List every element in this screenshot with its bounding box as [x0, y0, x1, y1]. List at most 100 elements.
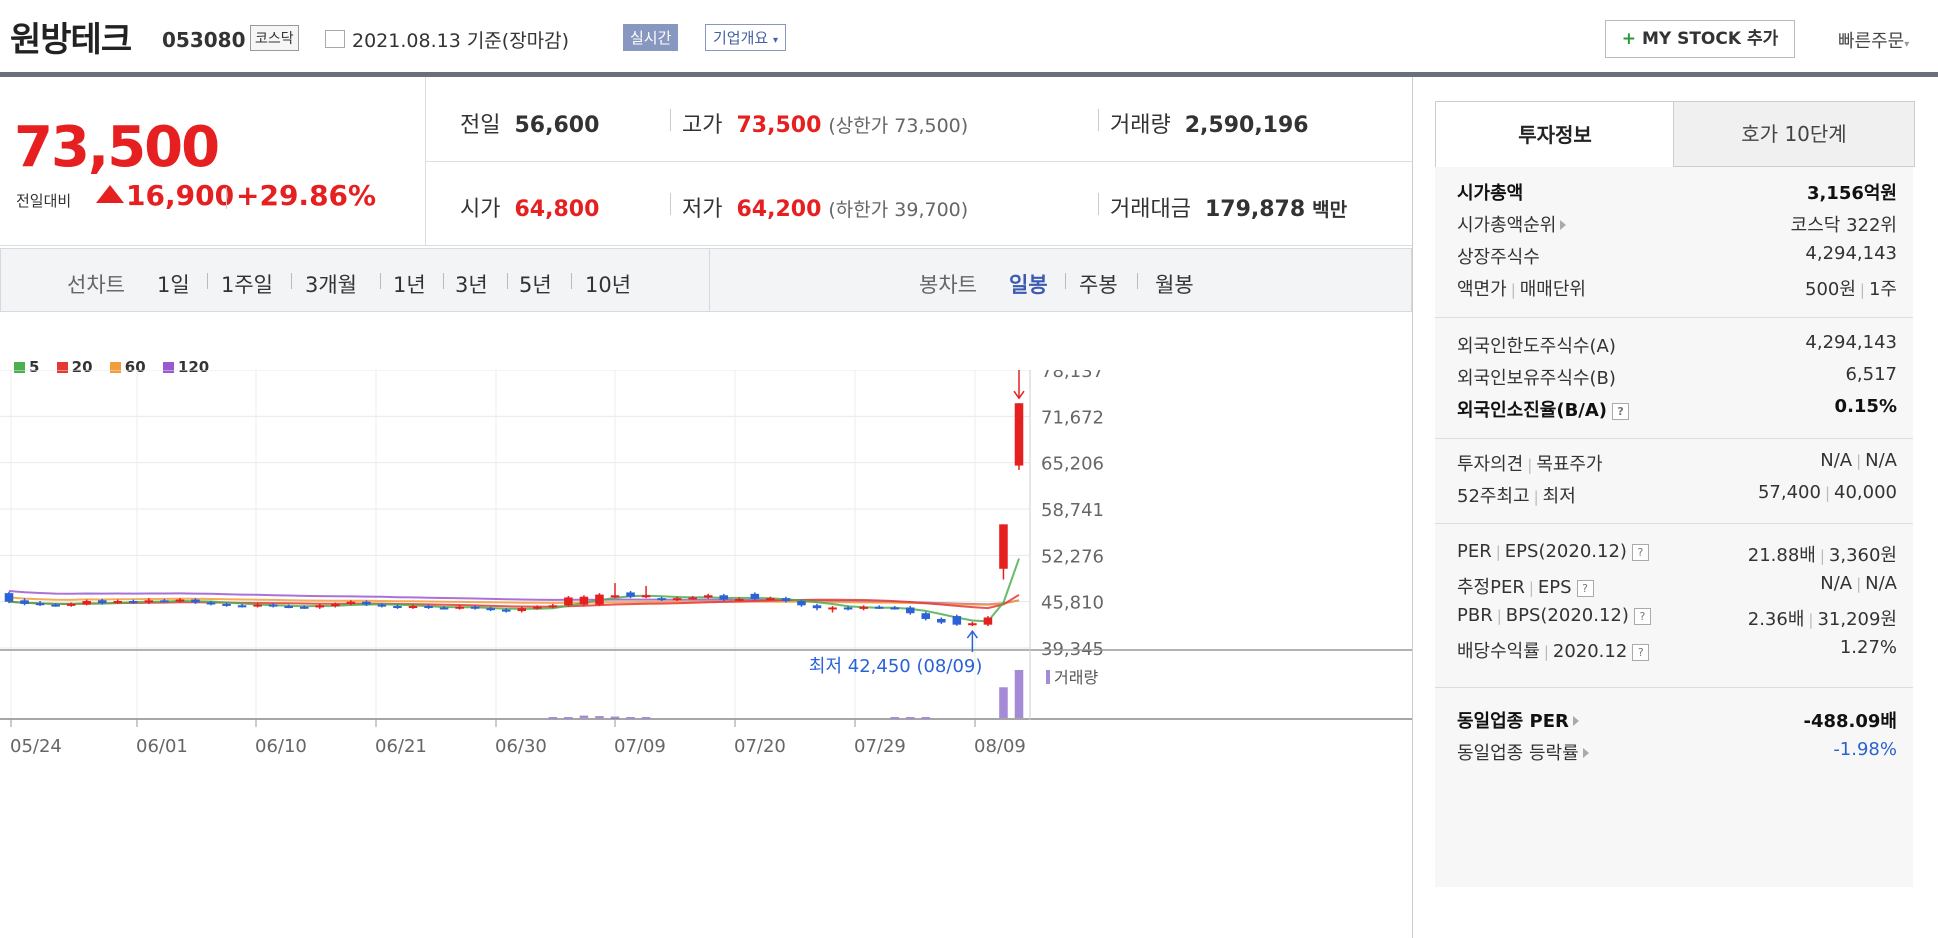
candle-body: [890, 607, 899, 610]
candle-body: [66, 603, 76, 606]
legend-label: 60: [124, 358, 146, 376]
period-1day[interactable]: 1일: [157, 273, 190, 297]
stat-high: 고가 73,500 (상한가 73,500): [682, 107, 968, 139]
quick-order-dropdown[interactable]: 빠른주문▾: [1838, 27, 1909, 53]
info-value: 57,400 | 40,000: [1757, 482, 1897, 503]
stat-unit: 백만: [1312, 199, 1348, 221]
volume-bar: [905, 717, 915, 720]
candle-body: [1014, 403, 1024, 466]
help-icon[interactable]: ?: [1612, 403, 1630, 420]
candle-body: [548, 605, 558, 608]
candle-body: [424, 606, 433, 609]
info-label: 상장주식수: [1457, 247, 1540, 268]
period-1week[interactable]: 1주일: [221, 273, 274, 297]
legend-label: 5: [29, 358, 40, 376]
period-5year[interactable]: 5년: [519, 273, 552, 297]
info-value: 21.88배 | 3,360원: [1747, 545, 1897, 566]
legend-item: 120: [162, 358, 209, 376]
info-label: 시가총액순위: [1457, 211, 1567, 237]
help-icon[interactable]: ?: [1631, 544, 1649, 561]
stats-row: 전일 56,600 고가 73,500 (상한가 73,500) 거래량 2,5…: [426, 77, 1412, 162]
candle-daily[interactable]: 일봉: [1009, 273, 1048, 297]
candle-body: [564, 597, 573, 606]
tab-invest-info[interactable]: 투자정보: [1435, 101, 1675, 168]
x-tick-label: 07/20: [734, 736, 786, 757]
divider: [1435, 523, 1913, 524]
stat-value: 64,800: [514, 197, 600, 222]
candle-body: [129, 601, 138, 604]
divider: [291, 273, 292, 289]
w52-low-label: 최저: [1542, 486, 1576, 507]
line-chart-label: 선차트: [67, 273, 125, 297]
sector-per-label: 동일업종 PER: [1457, 711, 1569, 732]
candle-body: [439, 607, 449, 610]
candle-body: [237, 605, 247, 608]
realtime-button[interactable]: 실시간: [623, 24, 679, 51]
help-icon[interactable]: ?: [1633, 608, 1651, 625]
candle-weekly[interactable]: 주봉: [1079, 273, 1118, 297]
add-my-stock-button[interactable]: + MY STOCK 추가: [1605, 20, 1795, 58]
candle-body: [331, 603, 340, 607]
w52-high-label: 52주최고: [1457, 486, 1530, 507]
info-value: 4,294,143: [1805, 332, 1897, 353]
company-overview-dropdown[interactable]: 기업개요 ▾: [705, 24, 787, 51]
stat-label: 고가: [682, 113, 723, 138]
legend-label: 20: [71, 358, 93, 376]
period-10year[interactable]: 10년: [585, 273, 632, 297]
price-chart[interactable]: 78,13771,67265,20658,74152,27645,81039,3…: [0, 370, 1412, 920]
volume-bar: [890, 717, 899, 720]
candle-monthly[interactable]: 월봉: [1155, 273, 1194, 297]
eps-value: 3,360원: [1828, 545, 1897, 566]
info-value: 0.15%: [1834, 396, 1897, 417]
divider: [1435, 438, 1913, 439]
candle-body: [610, 595, 620, 598]
help-icon[interactable]: ?: [1576, 580, 1594, 597]
candle-body: [921, 613, 931, 619]
pbr-value: 2.36배: [1747, 609, 1805, 630]
volume-label: 거래량: [1054, 668, 1098, 687]
volume-bar: [626, 717, 635, 720]
candle-body: [781, 598, 791, 602]
tab-hoga-10[interactable]: 호가 10단계: [1673, 101, 1915, 167]
market-badge: 코스닥: [250, 25, 299, 51]
period-3year[interactable]: 3년: [455, 273, 488, 297]
y-tick-label: 71,672: [1041, 407, 1104, 428]
bps-label: BPS(2020.12): [1505, 605, 1629, 626]
info-label: 액면가 | 매매단위: [1457, 279, 1586, 300]
est-per-value: N/A: [1820, 573, 1853, 594]
stat-label: 전일: [460, 113, 501, 138]
per-value: 21.88배: [1747, 545, 1816, 566]
help-icon[interactable]: ?: [1632, 644, 1650, 661]
stat-value: 2,590,196: [1184, 113, 1309, 138]
period-3month[interactable]: 3개월: [305, 273, 358, 297]
divider: [670, 193, 671, 215]
calendar-icon: [325, 30, 345, 48]
stat-label: 거래량: [1110, 113, 1171, 138]
period-1year[interactable]: 1년: [393, 273, 426, 297]
stat-prev: 전일 56,600: [460, 107, 599, 139]
info-label: 외국인소진율(B/A)?: [1457, 396, 1630, 422]
candle-body: [501, 609, 511, 612]
eps-label: EPS(2020.12): [1504, 541, 1627, 562]
y-tick-label: 52,276: [1041, 546, 1104, 567]
info-value: 3,156억원: [1806, 183, 1897, 204]
volume-bar: [1014, 670, 1024, 718]
info-value: 1.27%: [1839, 637, 1897, 658]
plus-icon: +: [1621, 29, 1637, 49]
stat-low: 저가 64,200 (하한가 39,700): [682, 191, 968, 223]
candle-body: [517, 608, 527, 612]
stat-value: 56,600: [514, 113, 600, 138]
candle-body: [284, 606, 293, 609]
ma-line-5: [8, 558, 1020, 623]
divider: [207, 273, 208, 289]
stat-volume: 거래량 2,590,196: [1110, 107, 1309, 139]
candle-body: [268, 604, 278, 607]
candle-body: [299, 606, 309, 609]
candle-body: [160, 600, 169, 603]
legend-swatch: [109, 362, 121, 373]
per-label: PER: [1457, 541, 1492, 562]
face-value: 500원: [1805, 279, 1856, 300]
stats-row: 시가 64,800 저가 64,200 (하한가 39,700) 거래대금 17…: [426, 161, 1412, 246]
opinion-value: N/A: [1820, 450, 1853, 471]
info-value: 2.36배 | 31,209원: [1747, 609, 1897, 630]
